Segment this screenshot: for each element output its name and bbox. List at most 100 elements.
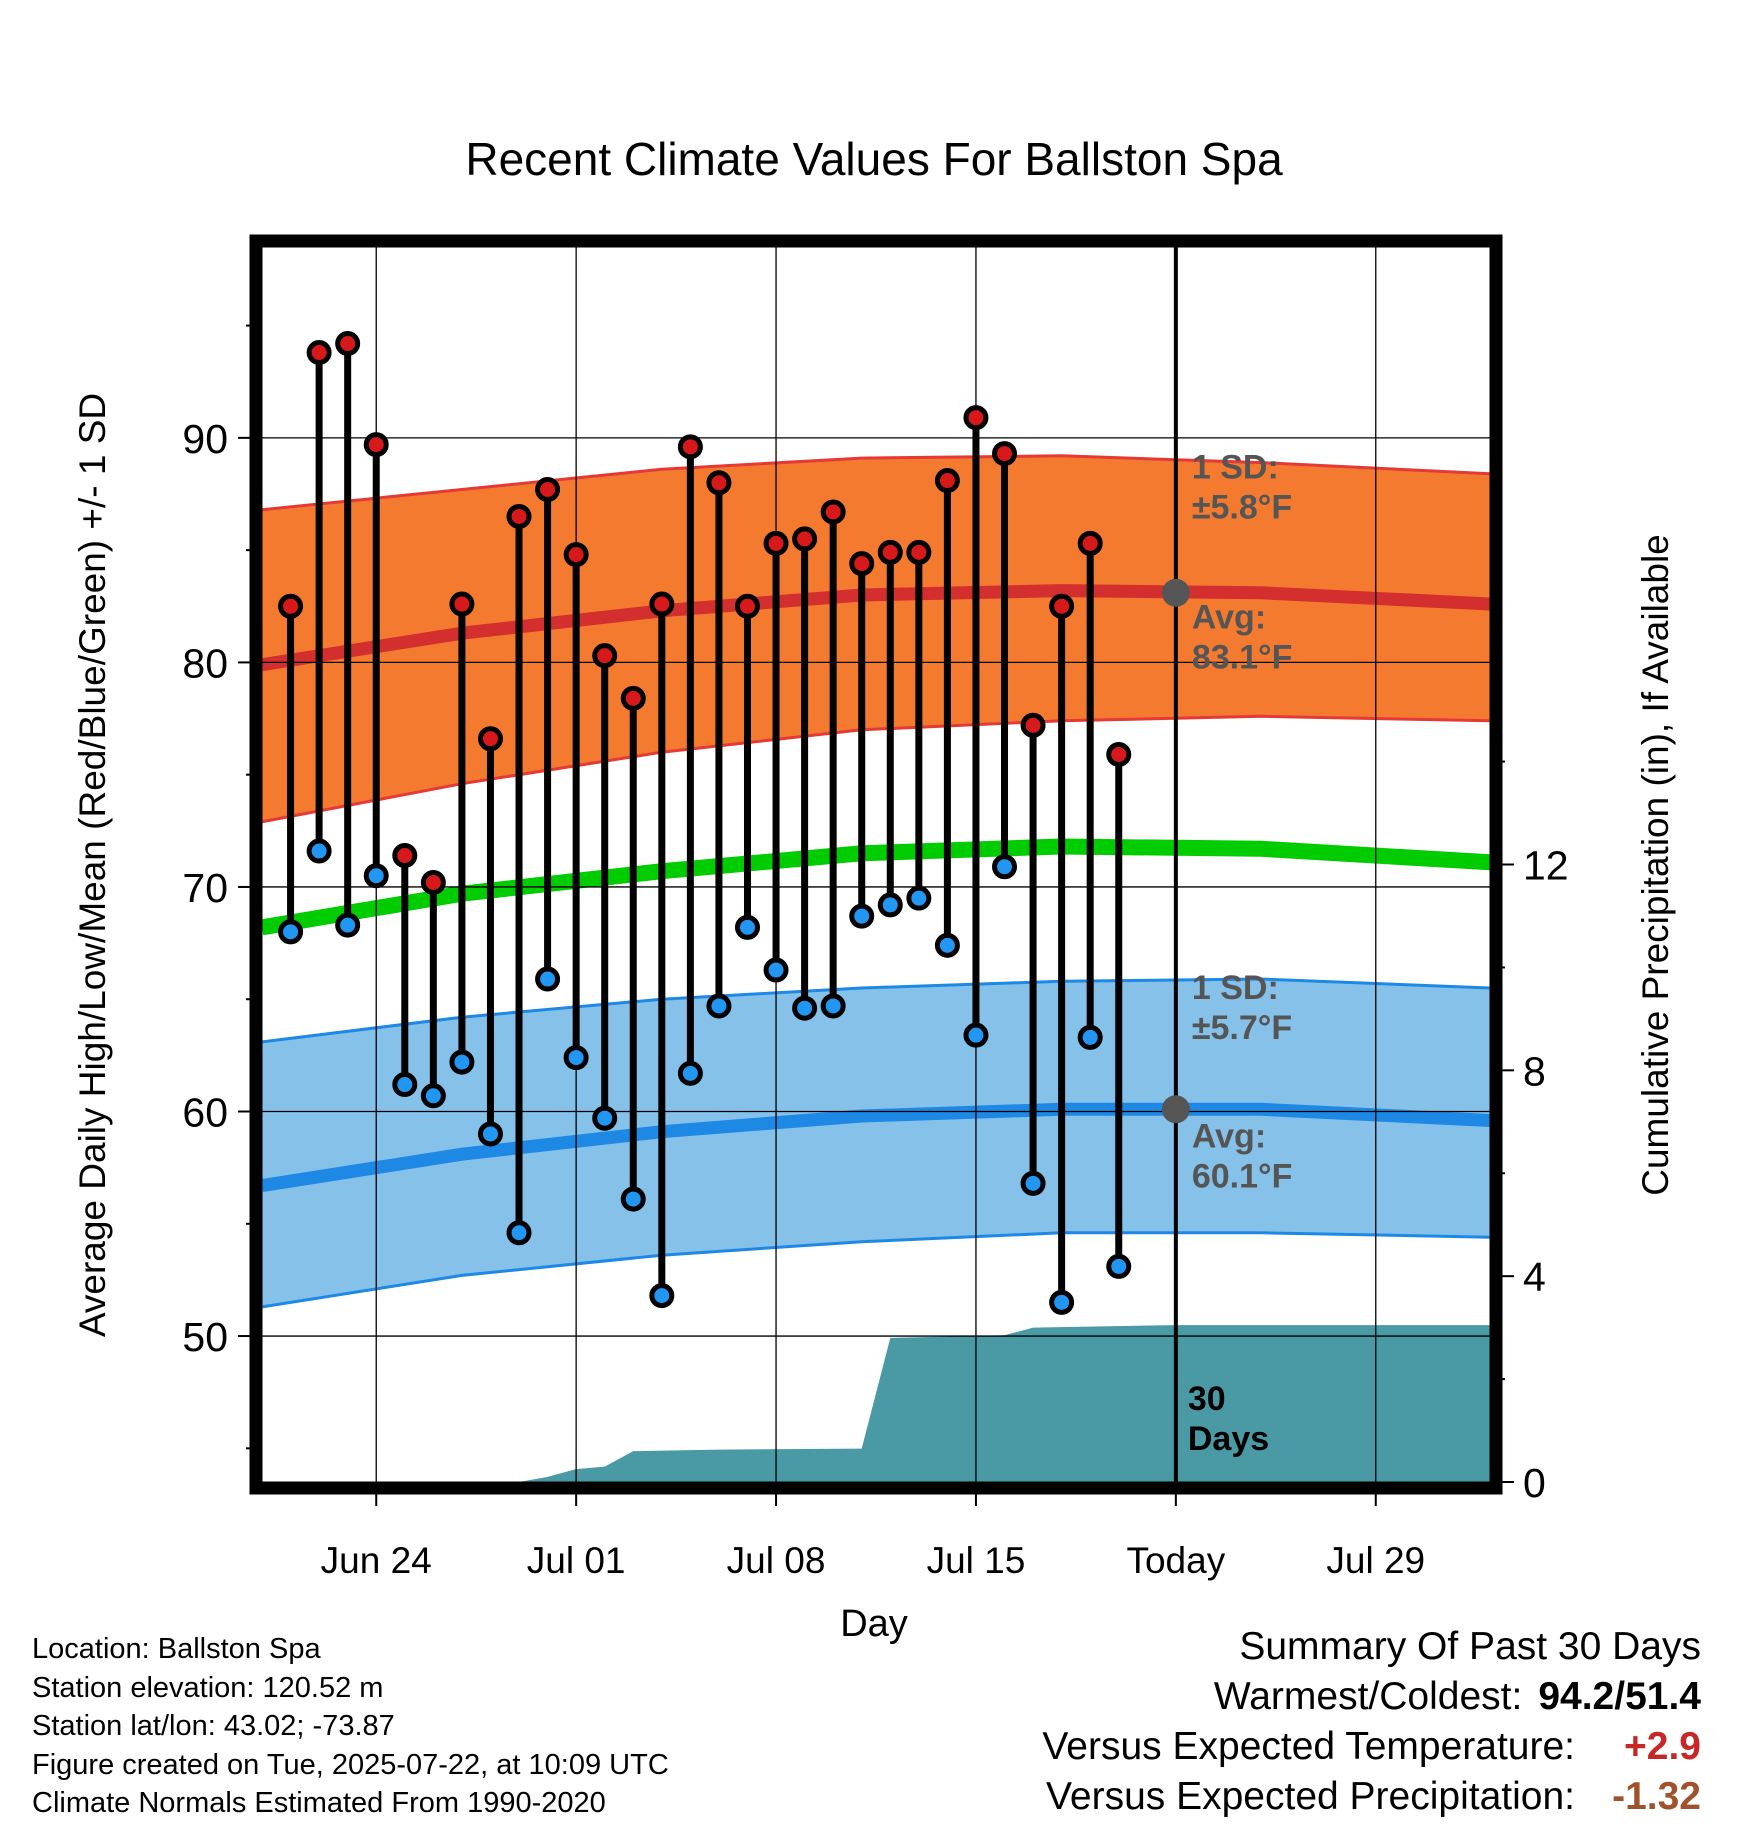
y2-tick-label: 8 (1523, 1048, 1546, 1094)
daily-low-point (649, 1283, 675, 1309)
low-avg-annotation: Avg: 60.1°F (1192, 1117, 1293, 1195)
daily-low-point (278, 919, 304, 945)
daily-low-point (849, 903, 875, 929)
daily-low-point (992, 854, 1018, 880)
daily-high-point (992, 441, 1018, 467)
high-sd-annotation-line: ±5.8°F (1192, 488, 1292, 526)
daily-low-point (335, 912, 361, 938)
x-tick-label: Jun 24 (321, 1540, 432, 1581)
normals-text: Climate Normals Estimated From 1990-2020 (32, 1787, 606, 1819)
daily-high-point (620, 685, 646, 711)
daily-low-point (877, 892, 903, 918)
daily-low-point (363, 863, 389, 889)
daily-high-point (306, 340, 332, 366)
daily-high-point (963, 405, 989, 431)
daily-low-point (563, 1045, 589, 1071)
x-tick-label: Jul 08 (727, 1540, 826, 1581)
daily-high-point (449, 591, 475, 617)
x-tick-label: Jul 01 (527, 1540, 626, 1581)
daily-high-point (506, 503, 532, 529)
daily-high-point (649, 591, 675, 617)
daily-high-point (1020, 712, 1046, 738)
precip-area (262, 1325, 1490, 1482)
today-low-avg-marker (1161, 1095, 1190, 1124)
precip-anomaly-value: -1.32 (1612, 1775, 1701, 1818)
daily-low-point (1106, 1253, 1132, 1279)
warmest-value: 94.2/51.4 (1538, 1675, 1701, 1718)
latlon-text: Station lat/lon: 43.02; -73.87 (32, 1710, 395, 1742)
daily-low-point (535, 966, 561, 992)
daily-high-point (734, 593, 760, 619)
location-text: Location: Ballston Spa (32, 1633, 321, 1665)
y-tick-label: 50 (182, 1314, 228, 1360)
daily-low-point (1049, 1289, 1075, 1315)
daily-low-point (963, 1022, 989, 1048)
precip-anomaly-label: Versus Expected Precipitation: (1046, 1775, 1575, 1818)
daily-high-point (820, 499, 846, 525)
summary-heading: Summary Of Past 30 Days (1239, 1625, 1701, 1668)
daily-high-point (335, 331, 361, 357)
x-tick-label: Jul 29 (1326, 1540, 1425, 1581)
today-high-avg-marker (1161, 578, 1190, 607)
x-axis-label: Day (840, 1603, 908, 1645)
daily-low-point (392, 1072, 418, 1098)
daily-high-point (563, 542, 589, 568)
daily-high-point (392, 843, 418, 869)
high-sd-annotation-line: 1 SD: (1192, 448, 1279, 486)
summary-temp-row: Versus Expected Temperature: +2.9 (1042, 1722, 1701, 1772)
daily-high-point (1049, 593, 1075, 619)
daily-high-point (1077, 530, 1103, 556)
daily-high-point (535, 477, 561, 503)
chart-title: Recent Climate Values For Ballston Spa (465, 133, 1283, 185)
high-sd-annotation: 1 SD: ±5.8°F (1192, 448, 1292, 526)
low-sd-lower-edge (262, 1231, 1490, 1309)
daily-low-point (677, 1060, 703, 1086)
daily-low-point (763, 957, 789, 983)
low-sd-annotation: 1 SD: ±5.7°F (1192, 969, 1292, 1047)
daily-low-point (934, 932, 960, 958)
daily-high-point (677, 434, 703, 460)
days-annotation-line: Days (1188, 1420, 1269, 1458)
y2-tick-label: 0 (1523, 1460, 1546, 1506)
days-annotation-line: 30 (1188, 1380, 1226, 1418)
summary-warmest-row: Warmest/Coldest: 94.2/51.4 (1042, 1672, 1701, 1722)
temp-anomaly-value: +2.9 (1624, 1725, 1701, 1768)
station-info: Location: Ballston Spa Station elevation… (32, 1630, 669, 1823)
low-sd-annotation-line: ±5.7°F (1192, 1009, 1292, 1047)
y2-tick-label: 12 (1523, 843, 1569, 889)
low-avg-annotation-line: 60.1°F (1192, 1157, 1293, 1195)
daily-low-point (620, 1186, 646, 1212)
temp-anomaly-label: Versus Expected Temperature: (1042, 1725, 1575, 1768)
high-avg-annotation-line: 83.1°F (1192, 639, 1293, 677)
daily-high-point (592, 643, 618, 669)
y-tick-label: 60 (182, 1090, 228, 1136)
daily-high-point (706, 470, 732, 496)
daily-low-point (477, 1121, 503, 1147)
daily-low-point (734, 914, 760, 940)
high-sd-upper-edge (262, 454, 1490, 512)
y-tick-label: 70 (182, 865, 228, 911)
daily-high-point (477, 726, 503, 752)
daily-high-point (877, 539, 903, 565)
plot-frame (249, 234, 1503, 1495)
daily-low-point (1077, 1024, 1103, 1050)
daily-high-point (363, 432, 389, 458)
daily-low-point (420, 1083, 446, 1109)
y-axis-label: Average Daily High/Low/Mean (Red/Blue/Gr… (72, 393, 113, 1337)
high-avg-annotation: Avg: 83.1°F (1192, 599, 1293, 677)
summary-panel: Summary Of Past 30 Days Warmest/Coldest:… (1042, 1622, 1701, 1822)
summary-precip-row: Versus Expected Precipitation: -1.32 (1042, 1772, 1701, 1822)
daily-low-point (820, 993, 846, 1019)
daily-high-point (906, 539, 932, 565)
y-tick-label: 90 (182, 416, 228, 462)
daily-high-point (763, 530, 789, 556)
daily-low-point (706, 993, 732, 1019)
low-avg-line (262, 1102, 1490, 1193)
daily-high-point (278, 593, 304, 619)
daily-high-point (420, 869, 446, 895)
y-tick-label: 80 (182, 640, 228, 686)
warmest-label: Warmest/Coldest: (1213, 1675, 1523, 1718)
elevation-text: Station elevation: 120.52 m (32, 1671, 384, 1704)
